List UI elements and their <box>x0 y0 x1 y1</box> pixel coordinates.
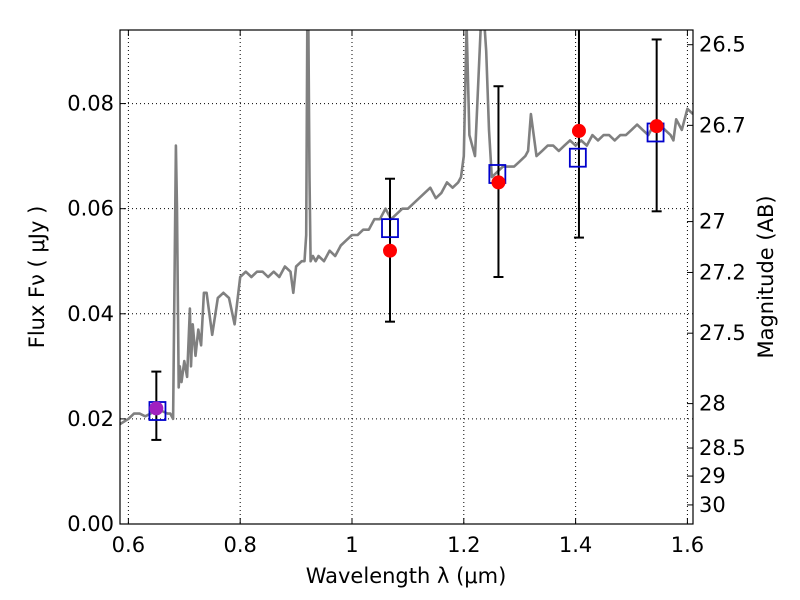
magnitude-axis-title: Magnitude (AB) <box>754 195 778 358</box>
y-tick-label: 0.00 <box>67 512 114 536</box>
y-tick-label: 0.08 <box>67 92 114 116</box>
y-tick-label: 0.02 <box>67 407 114 431</box>
spectrum-layer <box>120 30 693 426</box>
observed-point <box>383 243 398 258</box>
model-points-layer <box>148 122 665 421</box>
magnitude-tick-label: 27 <box>699 210 726 234</box>
x-tick-label: 0.8 <box>223 533 256 557</box>
y-axis-title: Flux Fν ( μJy ) <box>25 206 49 349</box>
x-tick-label: 1.4 <box>559 533 592 557</box>
x-axis-title: Wavelength λ (μm) <box>306 564 507 588</box>
y-tick-label: 0.04 <box>67 302 114 326</box>
plot-frame <box>119 29 694 525</box>
observed-point <box>649 119 664 134</box>
observed-point <box>491 175 506 190</box>
magnitude-tick-label: 28.5 <box>699 436 746 460</box>
magnitude-tick-label: 28 <box>699 392 726 416</box>
magnitude-axis: 26.5 26.7 27 27.2 27.5 28 28.5 29 30 <box>687 33 746 517</box>
model-point <box>568 147 587 168</box>
x-tick-label: 1.2 <box>447 533 480 557</box>
y-axis: 0.00 0.02 0.04 0.06 0.08 <box>67 92 126 536</box>
errorbar-layer <box>151 30 662 441</box>
magnitude-tick-label: 26.5 <box>699 33 746 57</box>
spectrum-line <box>120 30 693 426</box>
gridlines <box>120 30 693 524</box>
model-point <box>381 218 399 239</box>
x-tick-label: 1.6 <box>671 533 704 557</box>
x-axis: 0.6 0.8 1 1.2 1.4 1.6 <box>112 30 704 557</box>
magnitude-tick-label: 29 <box>699 464 726 488</box>
magnitude-tick-label: 30 <box>699 493 726 517</box>
x-tick-label: 1 <box>345 533 358 557</box>
x-tick-label: 0.6 <box>112 533 145 557</box>
y-tick-label: 0.06 <box>67 197 114 221</box>
observed-point <box>149 401 164 416</box>
magnitude-tick-label: 27.2 <box>699 260 746 284</box>
observed-points-layer <box>149 119 664 416</box>
observed-point <box>571 123 586 138</box>
magnitude-tick-label: 26.7 <box>699 113 746 137</box>
magnitude-tick-label: 27.5 <box>699 321 746 345</box>
